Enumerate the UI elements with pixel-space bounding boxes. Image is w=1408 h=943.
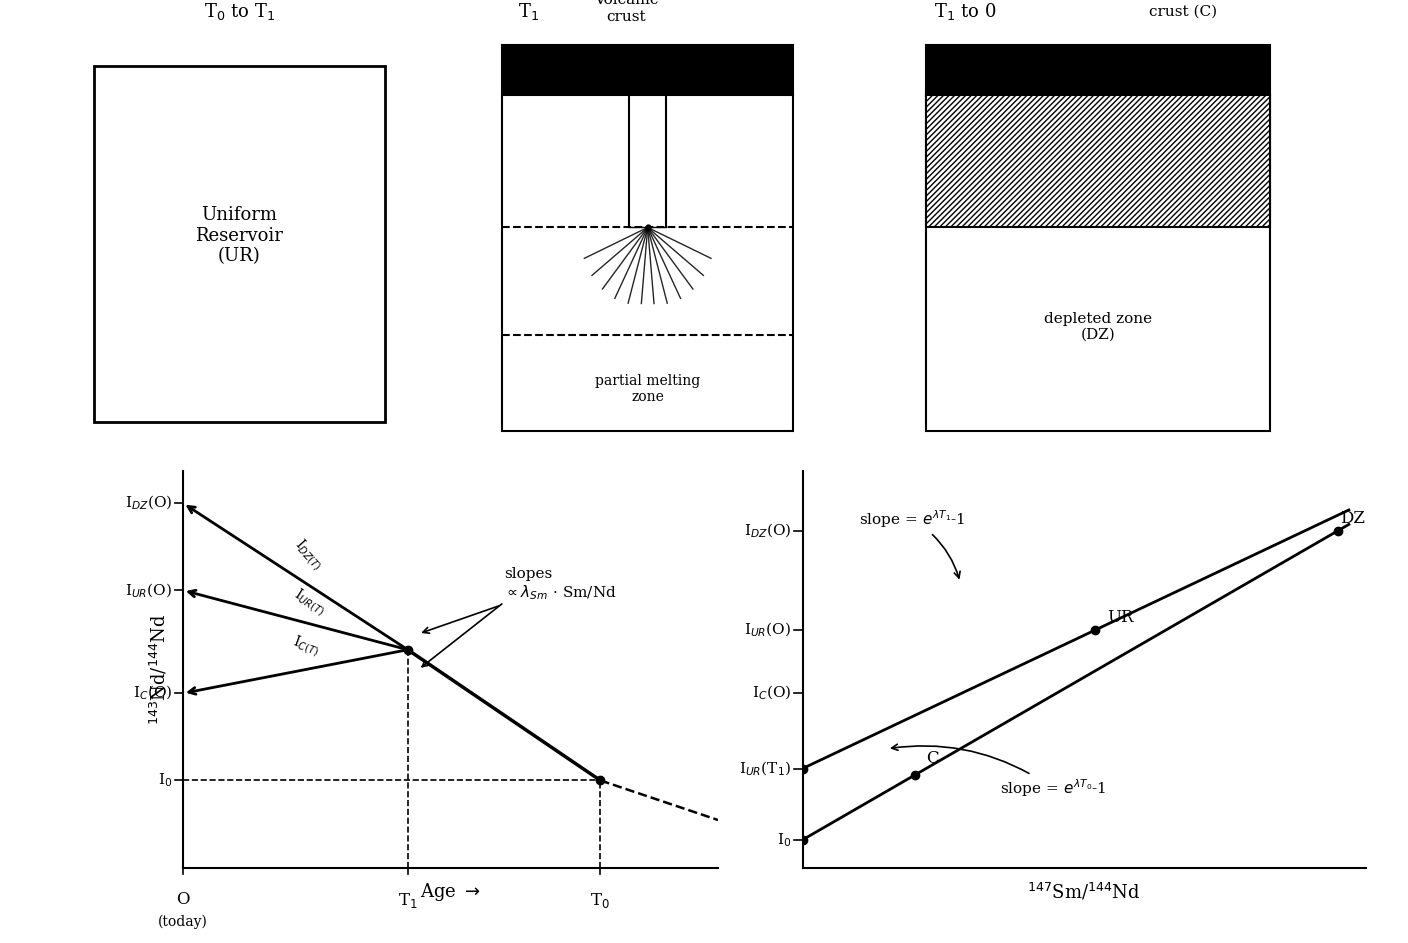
Text: I$_{DZ(T)}$: I$_{DZ(T)}$ <box>290 536 327 573</box>
Text: I$_0$: I$_0$ <box>777 831 791 849</box>
Text: I$_{UR}$(O): I$_{UR}$(O) <box>745 620 791 639</box>
Bar <box>503 45 793 94</box>
Text: I$_{UR}$(T$_1$): I$_{UR}$(T$_1$) <box>739 759 791 778</box>
Bar <box>94 66 384 422</box>
Title: T$_0$ to T$_1$: T$_0$ to T$_1$ <box>204 1 275 23</box>
Text: T$_1$ to 0: T$_1$ to 0 <box>934 1 995 23</box>
Text: depleted zone
(DZ): depleted zone (DZ) <box>1045 312 1152 342</box>
Text: T$_0$: T$_0$ <box>590 891 610 910</box>
Bar <box>503 94 793 431</box>
Text: I$_C$(O): I$_C$(O) <box>752 684 791 703</box>
X-axis label: $^{147}$Sm/$^{144}$Nd: $^{147}$Sm/$^{144}$Nd <box>1028 882 1140 902</box>
Text: slopes
$\propto \lambda_{Sm}$ · Sm/Nd: slopes $\propto \lambda_{Sm}$ · Sm/Nd <box>422 567 617 634</box>
Text: I$_0$: I$_0$ <box>158 771 172 789</box>
Text: crust (C): crust (C) <box>1149 5 1217 19</box>
Bar <box>926 45 1270 94</box>
Text: I$_{UR}$(O): I$_{UR}$(O) <box>125 581 172 600</box>
X-axis label: Age $\rightarrow$: Age $\rightarrow$ <box>420 882 482 903</box>
Text: T$_1$: T$_1$ <box>518 1 539 23</box>
Text: I$_{DZ}$(O): I$_{DZ}$(O) <box>125 494 172 512</box>
Text: Volcanic
crust: Volcanic crust <box>594 0 659 24</box>
Text: partial melting
zone: partial melting zone <box>596 374 700 405</box>
Text: O: O <box>176 891 190 908</box>
Text: I$_{DZ}$(O): I$_{DZ}$(O) <box>743 521 791 540</box>
Text: DZ: DZ <box>1340 510 1366 527</box>
Text: Uniform
Reservoir
(UR): Uniform Reservoir (UR) <box>196 206 283 266</box>
Text: I$_{C(T)}$: I$_{C(T)}$ <box>290 632 322 659</box>
Text: slope = $e^{\lambda T_1}$-1: slope = $e^{\lambda T_1}$-1 <box>859 508 966 578</box>
Text: UR: UR <box>1107 609 1133 626</box>
Text: I$_C$(O): I$_C$(O) <box>132 684 172 703</box>
Y-axis label: $^{143}$Nd/$^{144}$Nd: $^{143}$Nd/$^{144}$Nd <box>148 614 169 725</box>
Text: I$_{UR(T)}$: I$_{UR(T)}$ <box>290 585 329 620</box>
Bar <box>926 94 1270 227</box>
Text: slope = $e^{\lambda T_0}$-1: slope = $e^{\lambda T_0}$-1 <box>891 744 1107 800</box>
Text: C: C <box>926 750 939 767</box>
Text: (today): (today) <box>158 915 208 930</box>
Bar <box>926 94 1270 431</box>
Text: T$_1$: T$_1$ <box>398 891 418 910</box>
